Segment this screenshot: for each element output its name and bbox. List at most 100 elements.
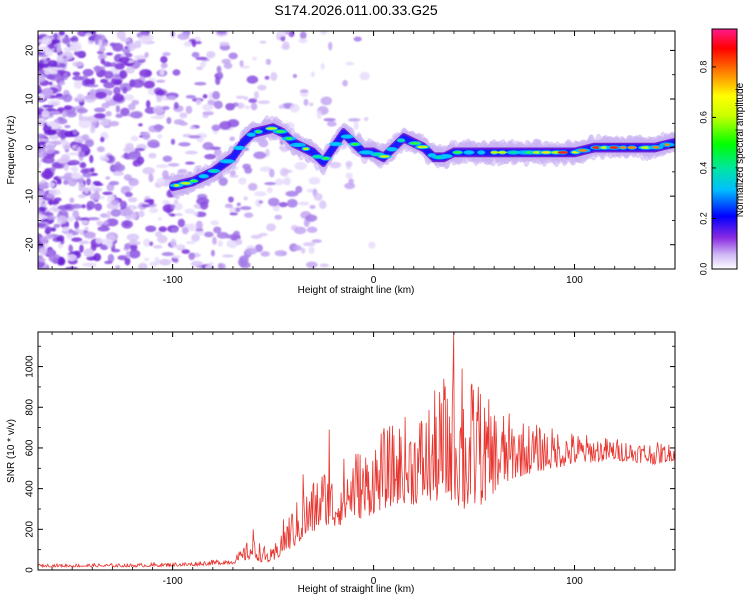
noise-blob [72,71,81,76]
noise-blob [288,31,295,38]
colorbar-bar [711,28,738,270]
noise-blob [250,102,258,111]
ridge-spot [557,151,569,154]
noise-blob [95,237,103,244]
noise-blob [234,207,241,213]
x-tick-label: 100 [566,275,583,286]
noise-blob [68,159,80,166]
noise-blob [172,69,181,76]
noise-blob [129,243,138,252]
noise-blob [116,31,126,40]
noise-blob [329,161,342,169]
x-tick-label: 100 [566,576,583,587]
noise-blob [189,126,196,130]
noise-blob [97,226,110,232]
noise-blob [191,38,197,48]
noise-blob [130,135,139,142]
noise-blob [38,149,47,158]
noise-blob [184,208,195,214]
noise-blob [115,105,121,113]
noise-blob [298,201,310,206]
noise-blob [105,52,113,56]
noise-blob [46,249,55,257]
noise-blob [119,200,128,210]
noise-blob [153,124,165,130]
ridge-spot [541,151,552,154]
noise-blob [127,197,138,203]
ridge-spot [362,151,371,154]
noise-blob [195,56,208,61]
noise-blob [253,90,260,100]
noise-blob [47,182,56,188]
noise-blob [104,260,113,265]
noise-blob [124,243,131,249]
noise-blob [74,51,86,57]
noise-blob [143,238,151,247]
noise-blob [80,204,86,209]
ridge-spot [497,151,508,154]
noise-blob [270,72,278,81]
noise-blob [38,223,47,228]
noise-blob [82,172,93,178]
ridge-spot [509,151,518,154]
noise-blob [195,211,207,218]
noise-blob [191,51,200,58]
snr-frame [37,331,676,571]
noise-blob [38,214,48,220]
noise-blob [90,77,96,86]
noise-blob [254,244,263,253]
noise-blob [57,116,64,121]
noise-blob [229,206,236,215]
noise-blob [57,107,65,112]
noise-blob [71,237,83,242]
noise-blob [323,118,336,122]
noise-blob [216,231,229,239]
noise-blob [123,94,134,101]
y-tick-label: 200 [25,521,36,538]
noise-blob [111,248,121,253]
noise-blob [130,205,135,212]
noise-blob [258,200,264,204]
noise-blob [257,100,271,105]
noise-blob [213,226,222,234]
noise-blob [185,105,193,114]
noise-blob [237,258,248,267]
ridge-spot [664,143,670,146]
noise-blob [144,51,149,58]
noise-blob [100,78,108,84]
noise-blob [50,70,58,75]
noise-blob [103,70,114,79]
noise-blob [211,124,221,132]
noise-blob [221,254,234,258]
noise-blob [103,118,113,128]
noise-blob [235,95,245,99]
noise-blob [188,135,201,139]
noise-blob [42,89,54,96]
noise-blob [56,54,65,64]
noise-blob [150,115,163,119]
ridge-spot [285,137,293,140]
noise-blob [185,161,195,165]
noise-blob [57,205,70,211]
noise-blob [244,105,250,110]
noise-blob [292,74,298,79]
ridge-spot [322,157,330,160]
noise-blob [353,36,362,42]
noise-blob [313,193,323,201]
noise-blob [191,233,200,242]
noise-blob [62,93,73,103]
noise-blob [162,105,170,111]
snr-ylabel: SNR (10 * v/v) [6,419,17,483]
ridge-spot [453,151,462,154]
noise-blob [44,68,51,75]
noise-blob [299,31,307,40]
noise-blob [177,33,190,40]
noise-blob [109,42,116,47]
noise-blob [62,55,67,59]
noise-blob [274,250,287,257]
noise-blob [359,71,370,81]
noise-blob [156,95,163,103]
noise-blob [47,99,61,107]
